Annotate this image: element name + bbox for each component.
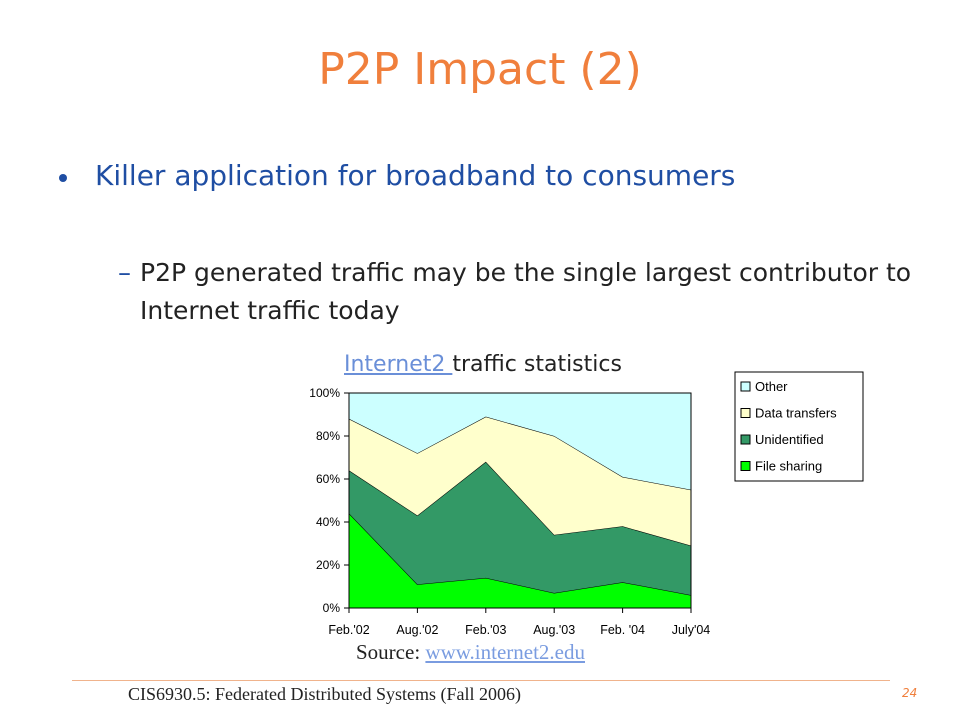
legend-swatch	[740, 434, 751, 445]
source-label: Source:	[356, 640, 426, 664]
area-series-file-sharing	[349, 513, 691, 608]
y-tick-label: 20%	[316, 558, 340, 572]
sub-bullet-text: P2P generated traffic may be the single …	[140, 258, 912, 325]
x-tick-label: Feb.'03	[465, 623, 506, 637]
chart-legend	[734, 371, 864, 482]
source-link[interactable]: www.internet2.edu	[425, 640, 585, 664]
main-bullet-text: Killer application for broadband to cons…	[95, 159, 736, 192]
legend-label: File sharing	[755, 459, 822, 474]
plot-frame	[348, 392, 692, 609]
y-tick-label: 0%	[323, 601, 341, 615]
bullet-dot-icon	[59, 174, 67, 182]
footer-course-name: CIS6930.5: Federated Distributed Systems…	[128, 684, 521, 704]
slide-title: P2P Impact (2)	[318, 44, 642, 95]
sub-bullet-dash: –	[118, 258, 131, 288]
page-number: 24	[902, 686, 918, 700]
x-tick-label: Feb.'02	[328, 623, 369, 637]
footer-divider	[72, 680, 890, 681]
x-tick-label: July'04	[672, 623, 711, 637]
x-tick-label: Aug.'03	[533, 623, 575, 637]
legend-swatch	[740, 461, 751, 471]
chart-caption: Internet2 traffic statistics	[344, 352, 622, 377]
x-tick-label: Aug.'02	[396, 623, 438, 637]
main-bullet: Killer application for broadband to cons…	[55, 155, 915, 197]
legend-label: Unidentified	[755, 432, 824, 447]
area-series-data-transfers	[349, 416, 691, 546]
y-tick-label: 60%	[316, 472, 340, 486]
area-series-other	[349, 393, 691, 490]
legend-label: Data transfers	[755, 406, 837, 421]
y-tick-label: 80%	[316, 429, 340, 443]
y-tick-label: 40%	[316, 515, 340, 529]
x-tick-label: Feb. '04	[600, 623, 645, 637]
legend-swatch	[740, 381, 751, 392]
area-series-unidentified	[349, 461, 691, 596]
chart-caption-text: traffic statistics	[452, 352, 622, 377]
source-line: Source: www.internet2.edu	[356, 640, 585, 665]
legend-label: Other	[755, 379, 788, 394]
sub-bullet: – P2P generated traffic may be the singl…	[118, 254, 918, 330]
legend-swatch	[740, 408, 751, 418]
internet2-link[interactable]: Internet2	[344, 352, 453, 377]
y-tick-label: 100%	[309, 386, 340, 400]
